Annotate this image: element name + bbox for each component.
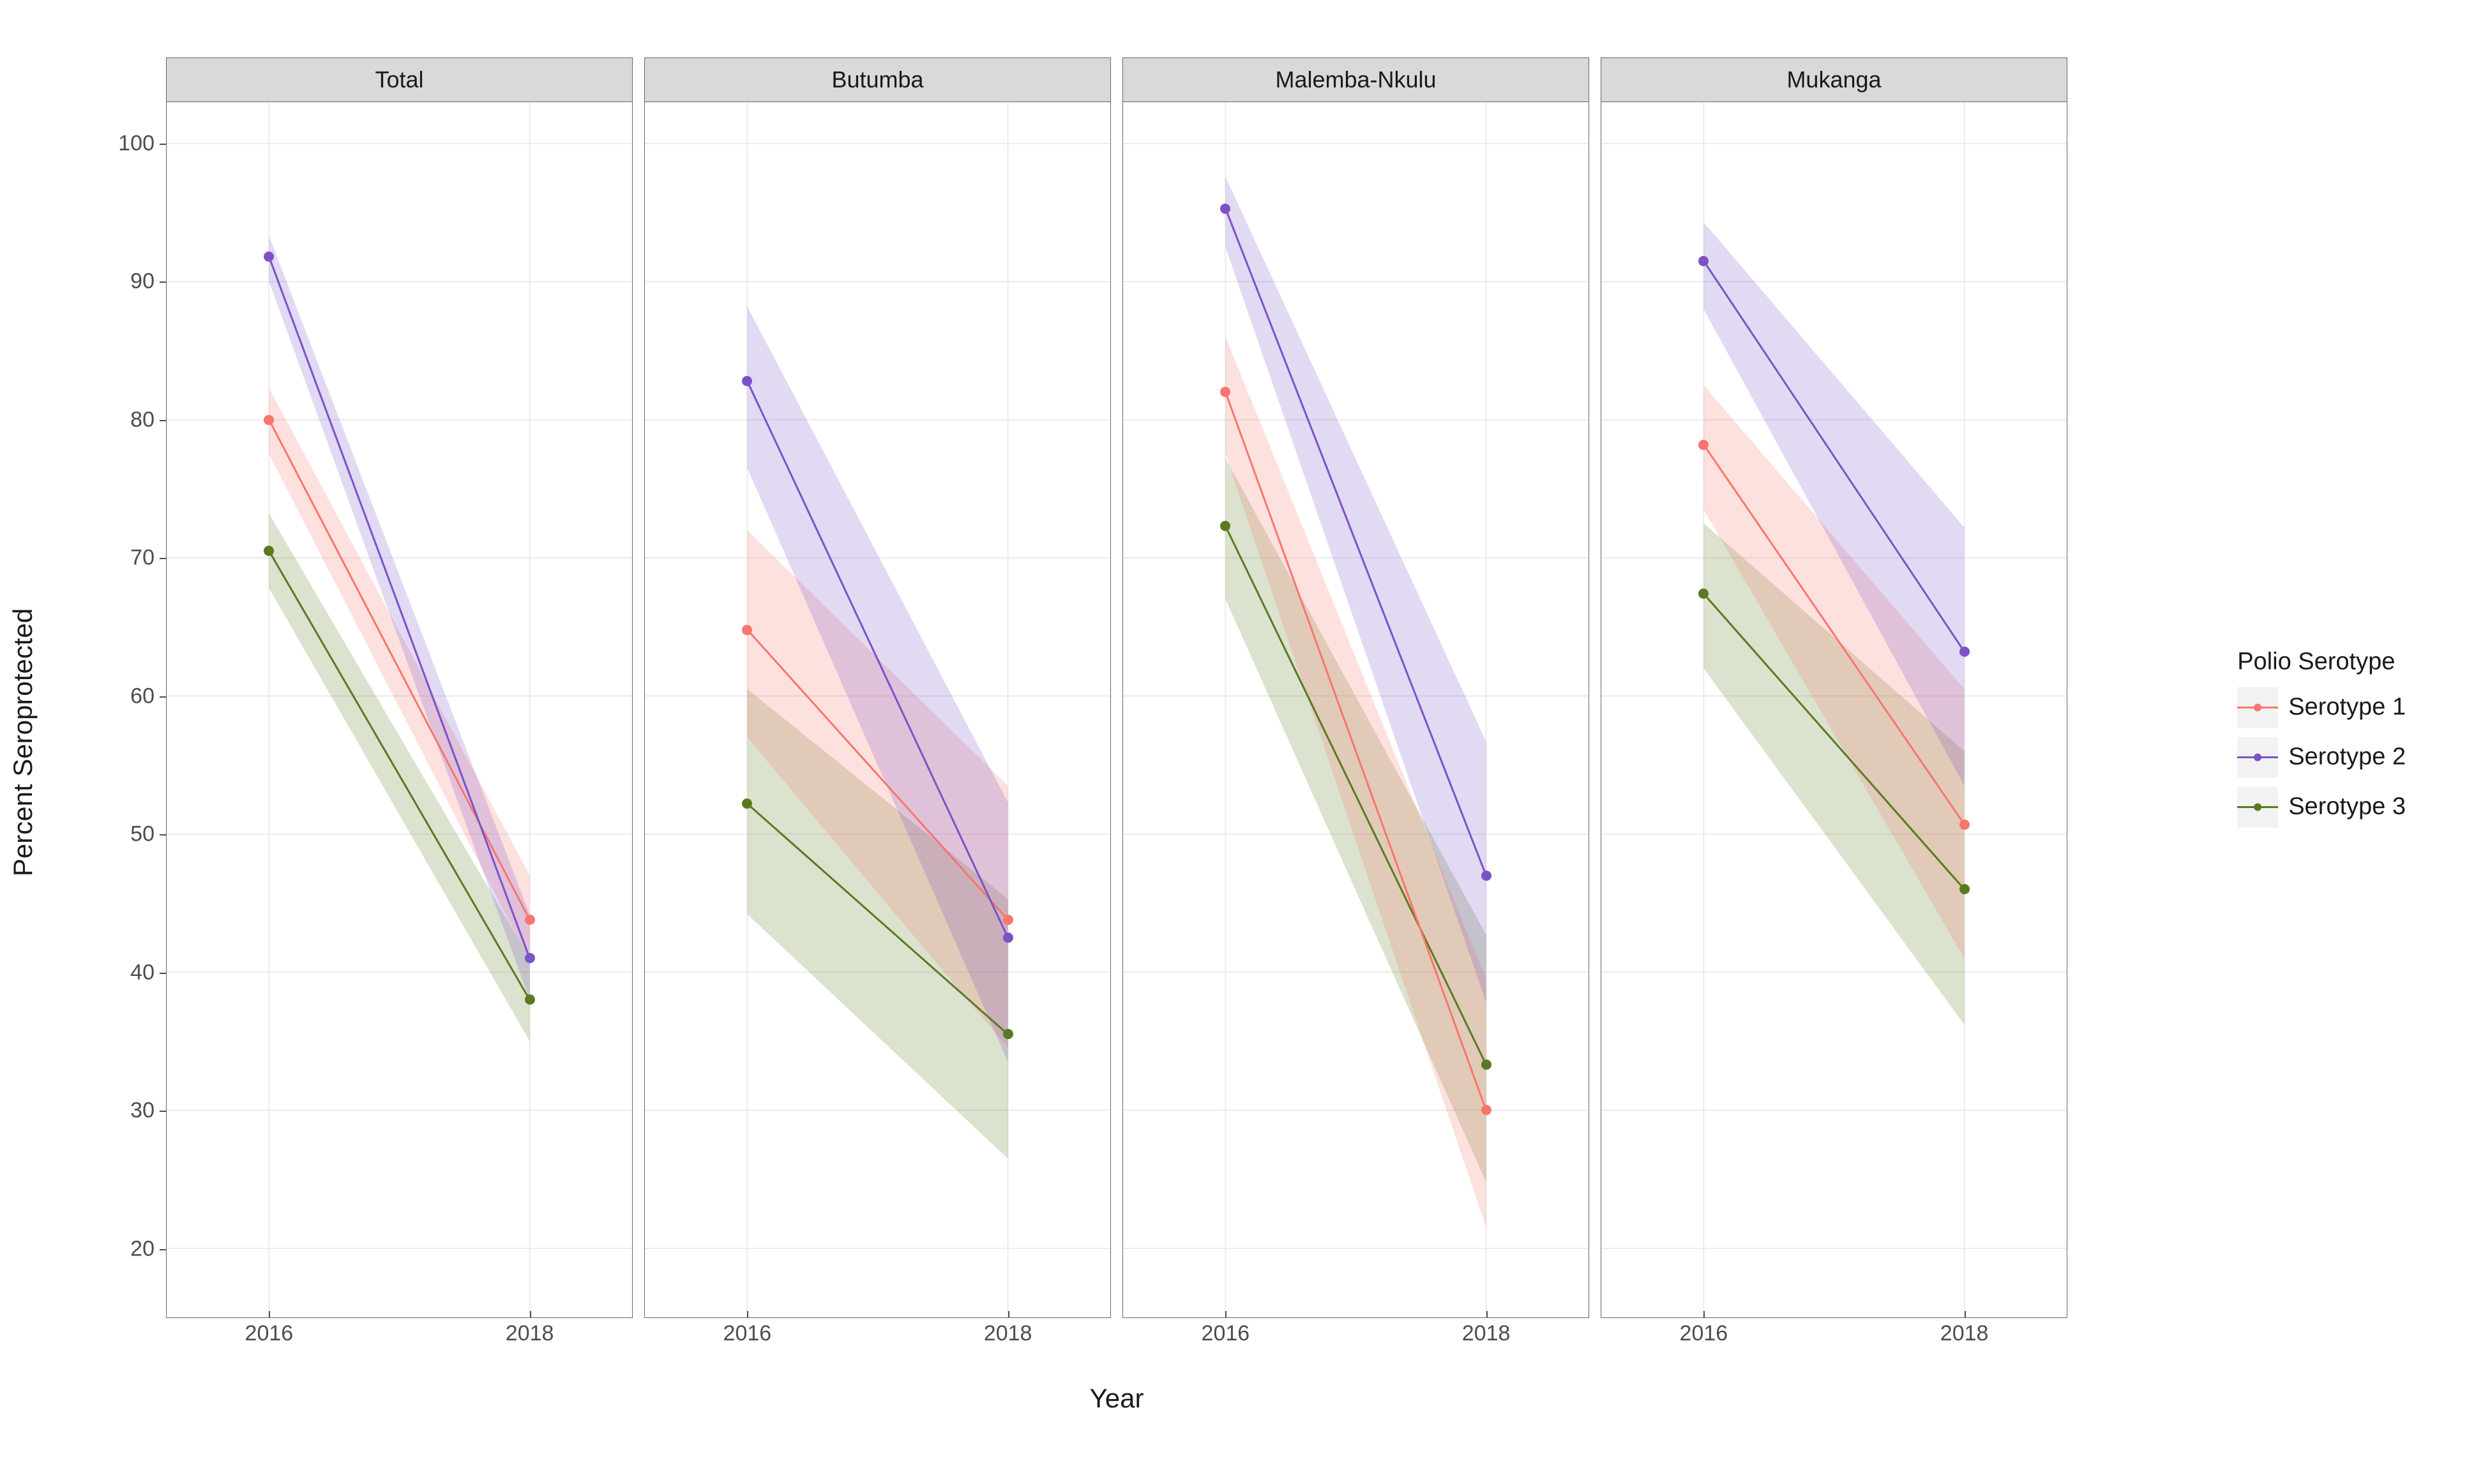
y-tick-mark xyxy=(160,281,166,283)
panel-svg xyxy=(1123,102,1589,1317)
y-tick-mark xyxy=(160,420,166,421)
series-marker xyxy=(525,915,535,925)
y-tick-mark xyxy=(160,1249,166,1250)
series-marker xyxy=(264,415,274,425)
x-ticks: 2016 2018 xyxy=(1601,1317,2067,1351)
y-tick-label: 90 xyxy=(130,269,155,294)
facet-strip-label: Butumba xyxy=(644,57,1111,102)
legend-key-icon xyxy=(2237,786,2278,827)
y-tick-label: 20 xyxy=(130,1236,155,1261)
x-tick-mark xyxy=(747,1311,748,1317)
facet-panel: Total20162018 xyxy=(166,57,633,1318)
x-axis-title: Year xyxy=(166,1383,2067,1414)
panel-plot-area: 20162018 xyxy=(644,102,1111,1318)
legend-label: Serotype 2 xyxy=(2288,744,2406,771)
x-tick-label: 2016 xyxy=(723,1321,772,1346)
series-marker xyxy=(1481,871,1491,881)
x-tick-label: 2018 xyxy=(506,1321,554,1346)
panel-plot-area: 20162018 xyxy=(1122,102,1589,1318)
panel-svg xyxy=(645,102,1110,1317)
x-tick-mark xyxy=(1965,1311,1966,1317)
y-tick-mark xyxy=(160,696,166,698)
legend-item: Serotype 3 xyxy=(2237,786,2406,827)
legend-item: Serotype 1 xyxy=(2237,687,2406,728)
x-tick-mark xyxy=(530,1311,531,1317)
legend-label: Serotype 1 xyxy=(2288,694,2406,721)
panel-svg xyxy=(167,102,632,1317)
legend: Polio Serotype Serotype 1 Serotype 2 Serot… xyxy=(2237,648,2406,836)
series-marker xyxy=(1959,820,1970,830)
series-marker xyxy=(1481,1060,1491,1070)
series-marker xyxy=(1698,440,1709,450)
series-marker xyxy=(1220,204,1230,214)
y-tick-label: 80 xyxy=(130,407,155,432)
y-axis: 20 30 40 50 60 70 80 90 100 xyxy=(89,102,166,1318)
facet-row: Total20162018Butumba20162018Malemba-Nkul… xyxy=(166,57,2067,1318)
x-tick-label: 2018 xyxy=(1940,1321,1989,1346)
y-tick-mark xyxy=(160,973,166,974)
series-marker xyxy=(1003,1029,1013,1039)
legend-key-icon xyxy=(2237,687,2278,728)
legend-label: Serotype 3 xyxy=(2288,793,2406,821)
series-marker xyxy=(1003,915,1013,925)
y-tick-mark xyxy=(160,144,166,145)
facet-panel: Malemba-Nkulu20162018 xyxy=(1122,57,1589,1318)
x-tick-label: 2018 xyxy=(984,1321,1032,1346)
y-tick-label: 40 xyxy=(130,960,155,985)
x-tick-mark xyxy=(269,1311,270,1317)
legend-key-icon xyxy=(2237,737,2278,777)
facet-panel: Mukanga20162018 xyxy=(1601,57,2067,1318)
y-tick-label: 100 xyxy=(118,131,155,156)
x-tick-mark xyxy=(1486,1311,1488,1317)
legend-title: Polio Serotype xyxy=(2237,648,2406,675)
x-ticks: 2016 2018 xyxy=(645,1317,1110,1351)
series-marker xyxy=(742,625,752,635)
x-tick-mark xyxy=(1225,1311,1227,1317)
x-tick-label: 2016 xyxy=(1202,1321,1250,1346)
facet-strip-label: Mukanga xyxy=(1601,57,2067,102)
panel-svg xyxy=(1601,102,2067,1317)
panel-plot-area: 20162018 xyxy=(1601,102,2067,1318)
panel-plot-area: 20162018 xyxy=(166,102,633,1318)
series-marker xyxy=(525,994,535,1005)
y-tick-mark xyxy=(160,1111,166,1112)
facet-panel: Butumba20162018 xyxy=(644,57,1111,1318)
y-tick-label: 70 xyxy=(130,546,155,571)
series-marker xyxy=(525,953,535,963)
series-line xyxy=(269,420,529,920)
y-tick-label: 60 xyxy=(130,684,155,708)
series-marker xyxy=(1003,933,1013,943)
x-tick-label: 2016 xyxy=(1680,1321,1728,1346)
x-ticks: 2016 2018 xyxy=(167,1317,632,1351)
x-tick-mark xyxy=(1703,1311,1705,1317)
series-marker xyxy=(1959,884,1970,894)
x-ticks: 2016 2018 xyxy=(1123,1317,1589,1351)
x-tick-label: 2018 xyxy=(1462,1321,1511,1346)
facet-strip-label: Total xyxy=(166,57,633,102)
y-tick-mark xyxy=(160,558,166,559)
series-marker xyxy=(1959,647,1970,657)
y-tick-mark xyxy=(160,834,166,836)
y-tick-label: 50 xyxy=(130,822,155,847)
chart-container: Percent Seroprotected 20 30 40 50 60 70 80 90 10… xyxy=(0,0,2476,1484)
legend-item: Serotype 2 xyxy=(2237,737,2406,777)
series-marker xyxy=(1481,1105,1491,1115)
facet-strip-label: Malemba-Nkulu xyxy=(1122,57,1589,102)
y-axis-title: Percent Seroprotected xyxy=(8,608,38,876)
x-tick-mark xyxy=(1008,1311,1009,1317)
y-tick-label: 30 xyxy=(130,1098,155,1123)
x-tick-label: 2016 xyxy=(245,1321,294,1346)
